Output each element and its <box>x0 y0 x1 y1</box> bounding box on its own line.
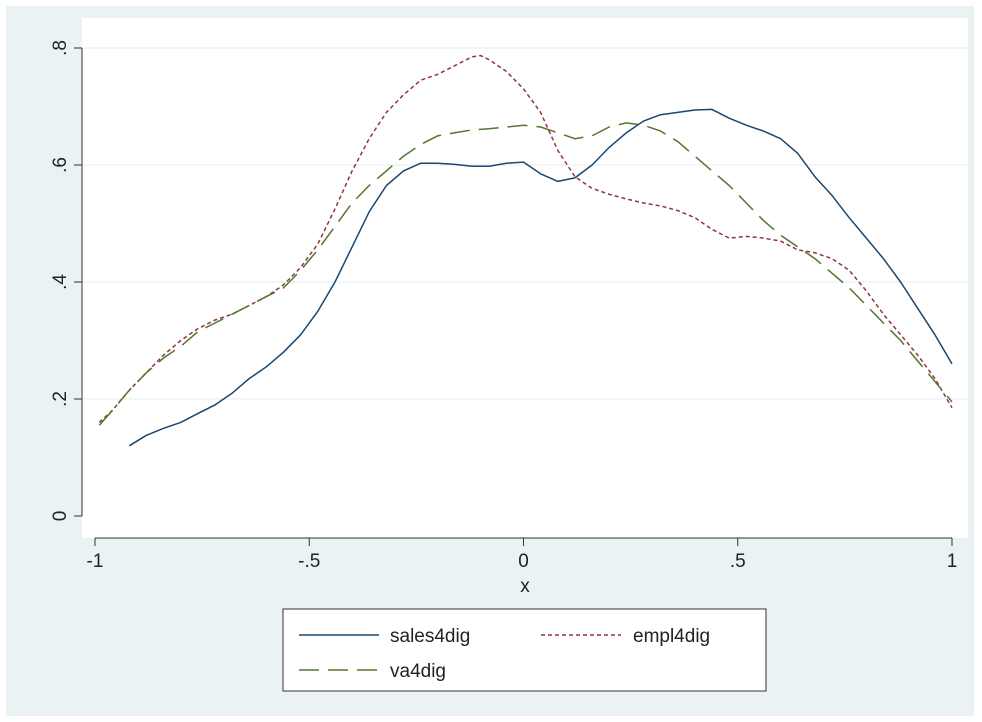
chart-frame: 0 .2 .4 .6 .8 -1 -.5 0 .5 1 x sales4dig empl4dig … <box>6 6 974 716</box>
legend: sales4dig empl4dig va4dig <box>282 608 767 692</box>
x-tick-label: 1 <box>947 551 958 572</box>
y-tick-label: .6 <box>50 157 71 173</box>
x-tick-label: 0 <box>518 551 529 572</box>
x-axis-title: x <box>520 576 530 597</box>
grid-lines <box>82 47 968 400</box>
y-tick-label: .2 <box>50 391 71 407</box>
line-chart: 0 .2 .4 .6 .8 -1 -.5 0 .5 1 x sales4dig empl4dig … <box>50 18 968 692</box>
legend-label-va4dig: va4dig <box>390 661 446 682</box>
series-lines <box>98 54 953 447</box>
x-tick-label: .5 <box>730 551 746 572</box>
plot-area <box>82 18 968 538</box>
legend-label-empl4dig: empl4dig <box>633 626 710 647</box>
x-tick-label: -1 <box>87 551 104 572</box>
y-tick-label: .4 <box>50 274 71 290</box>
y-tick-label: 0 <box>50 511 71 522</box>
legend-label-sales4dig: sales4dig <box>390 626 470 647</box>
legend-box <box>282 608 767 692</box>
x-tick-label: -.5 <box>298 551 320 572</box>
axes: 0 .2 .4 .6 .8 -1 -.5 0 .5 1 <box>50 40 957 572</box>
series-line-sales4dig <box>128 108 953 447</box>
y-tick-label: .8 <box>50 40 71 56</box>
series-line-va4dig <box>98 122 953 426</box>
